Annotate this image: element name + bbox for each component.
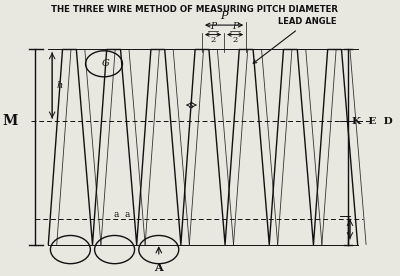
Text: K  E  D: K E D: [352, 117, 393, 126]
Text: P: P: [220, 11, 228, 21]
Text: a: a: [113, 210, 118, 219]
Text: 2: 2: [210, 36, 216, 44]
Text: G: G: [102, 59, 110, 68]
Text: P: P: [232, 22, 238, 31]
Text: M: M: [2, 114, 18, 128]
Text: P: P: [210, 22, 216, 31]
Text: s: s: [189, 100, 194, 110]
Text: 2: 2: [232, 36, 238, 44]
Text: THE THREE WIRE METHOD OF MEASURING PITCH DIAMETER: THE THREE WIRE METHOD OF MEASURING PITCH…: [51, 5, 338, 14]
Text: h: h: [57, 81, 63, 90]
Text: A: A: [154, 262, 163, 273]
Text: a: a: [124, 210, 130, 219]
Text: LEAD ANGLE: LEAD ANGLE: [253, 17, 336, 63]
